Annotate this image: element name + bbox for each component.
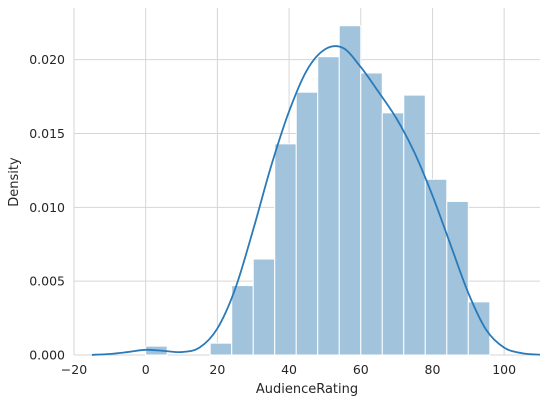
x-tick-label: 0	[142, 362, 150, 377]
y-tick-label: 0.000	[29, 348, 65, 363]
x-axis-ticks: −20 0 20 40 60 80 100	[61, 362, 516, 377]
x-tick-label: 60	[353, 362, 369, 377]
y-tick-label: 0.005	[29, 274, 65, 289]
y-axis-ticks: 0.000 0.005 0.010 0.015 0.020	[29, 52, 65, 362]
histogram-bar	[467, 301, 491, 356]
histogram-bar	[446, 200, 469, 356]
histogram-bar	[252, 258, 276, 356]
y-tick-label: 0.020	[29, 52, 65, 67]
x-tick-label: 80	[425, 362, 441, 377]
y-axis-label: Density	[7, 157, 22, 207]
histogram-bar	[360, 72, 383, 356]
x-tick-label: 20	[209, 362, 225, 377]
histogram-bars	[145, 25, 491, 356]
x-tick-label: 40	[281, 362, 297, 377]
x-tick-label: 100	[492, 362, 516, 377]
histogram-bar	[338, 25, 362, 356]
histogram-bar	[403, 94, 426, 356]
y-tick-label: 0.015	[29, 126, 65, 141]
x-axis-label: AudienceRating	[256, 382, 358, 397]
histogram-bar	[274, 143, 297, 356]
x-tick-label: −20	[61, 362, 87, 377]
histogram-bar	[231, 285, 254, 356]
histogram-bar	[317, 56, 340, 356]
histogram-bar	[295, 91, 319, 356]
y-tick-label: 0.010	[29, 200, 65, 215]
kde-curve	[91, 45, 541, 356]
histogram-bar	[381, 112, 405, 356]
histogram-bar	[209, 342, 233, 356]
